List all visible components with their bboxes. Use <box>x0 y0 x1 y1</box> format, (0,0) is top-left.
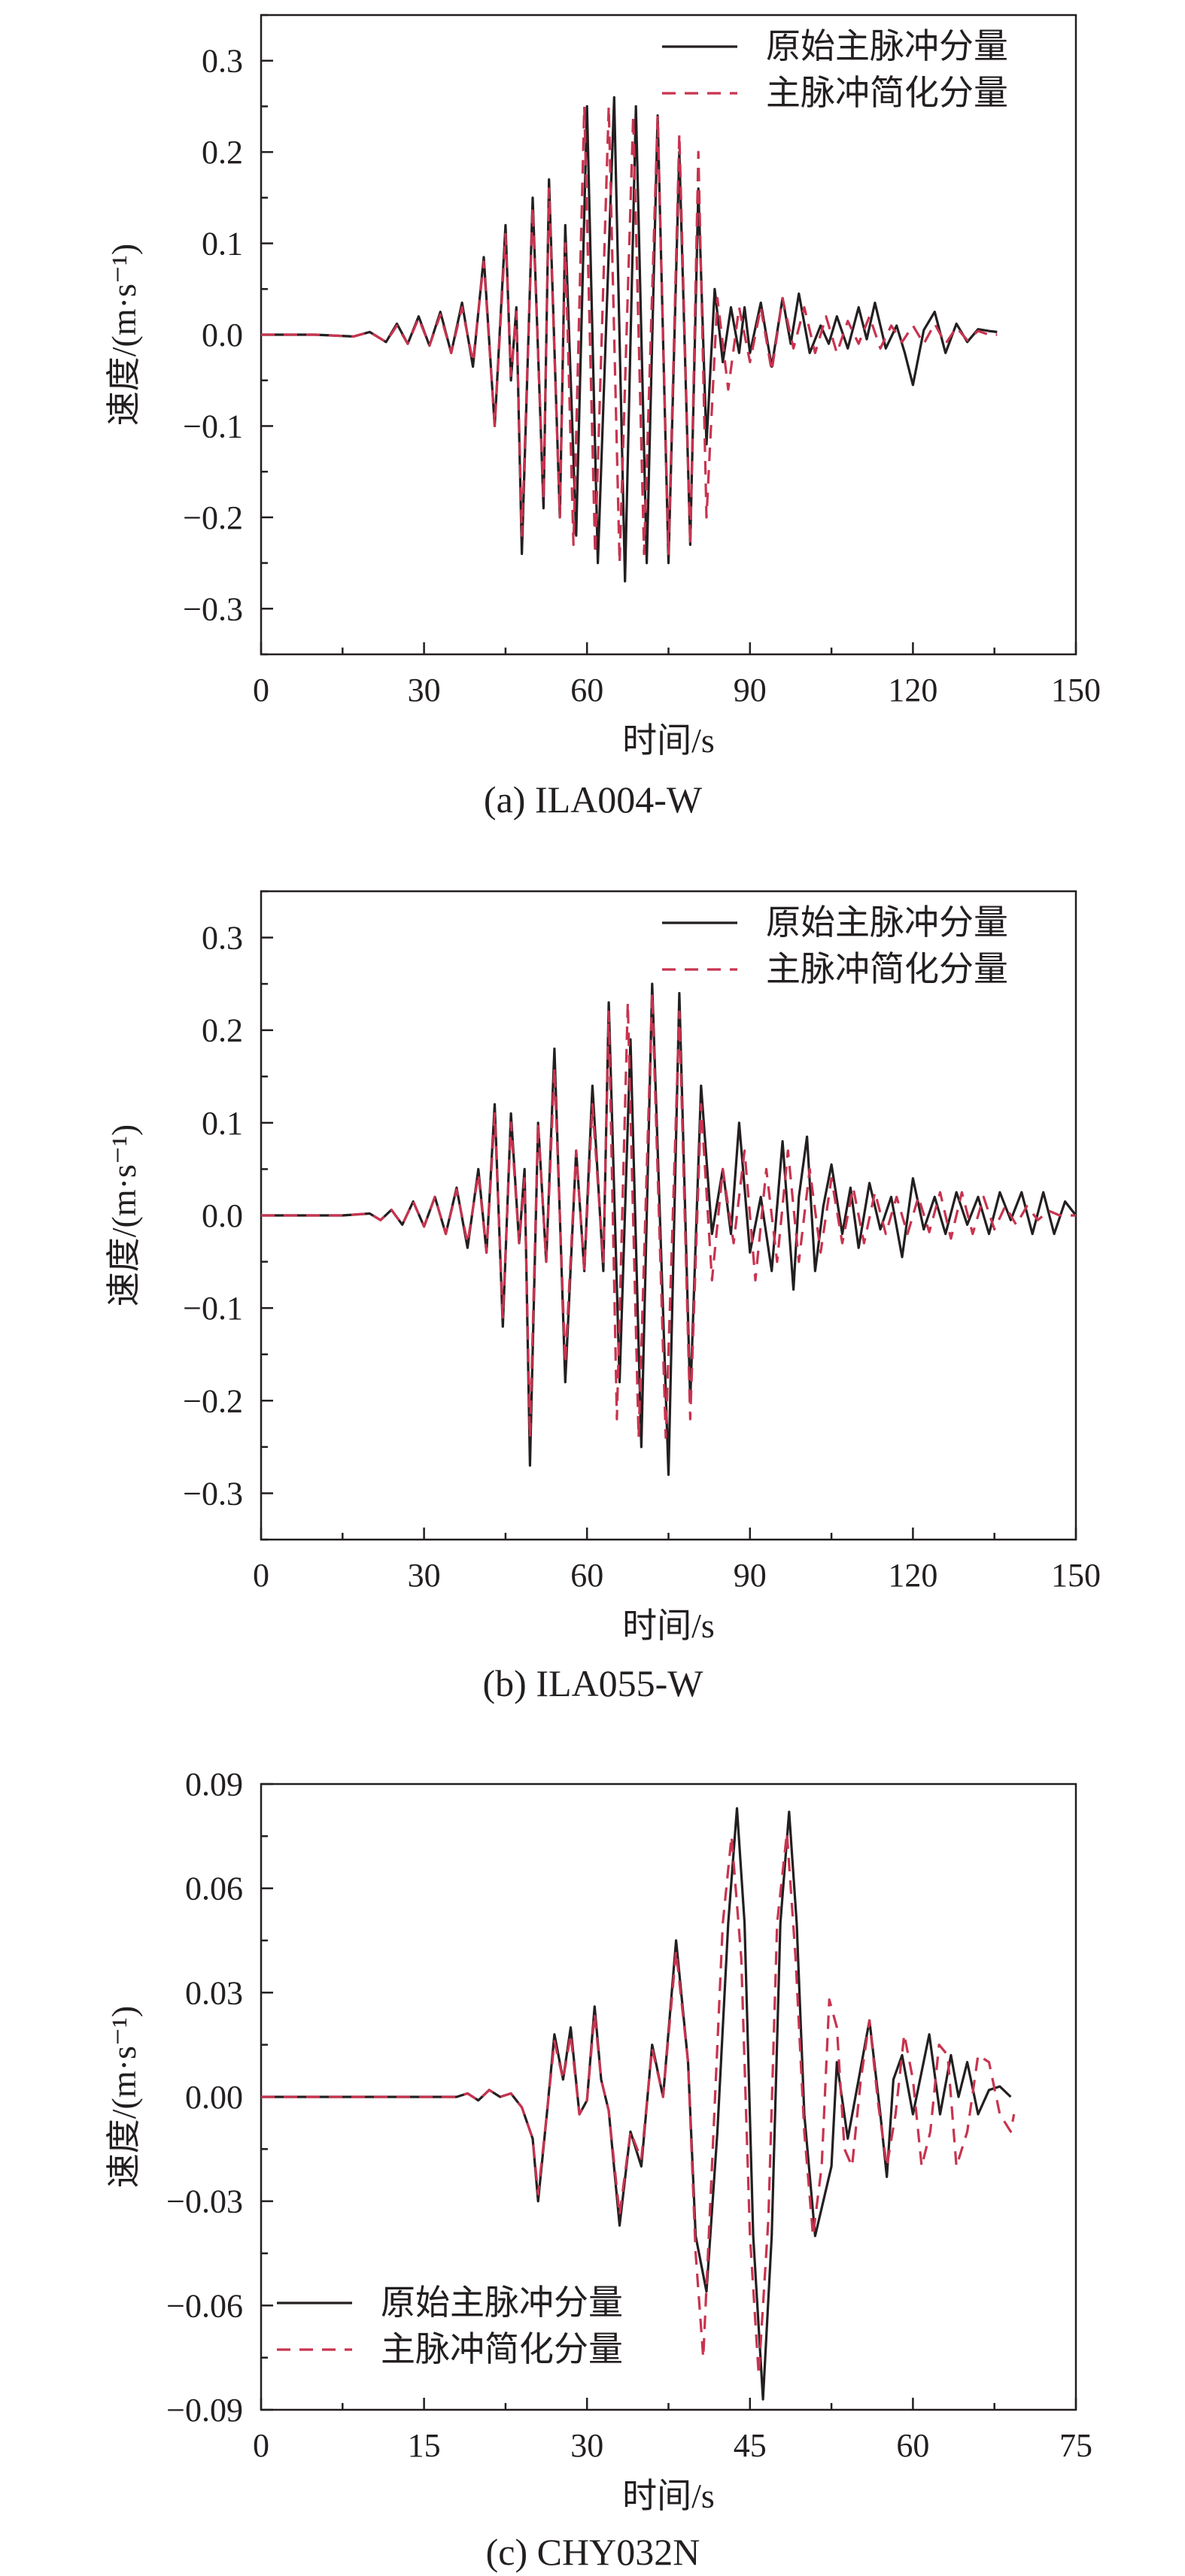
y-tick-label: 0.06 <box>185 1871 243 1907</box>
y-tick-label: 0.1 <box>202 226 243 262</box>
x-tick-label: 150 <box>1051 1557 1101 1594</box>
y-tick-label: −0.3 <box>183 590 243 627</box>
chart-a: 0 30 60 90 120 150 −0.3 −0.2 −0.1 0.0 0.1 0.2 0.3 时间/… <box>105 14 1101 821</box>
x-axis-label: 时间/s <box>622 2477 715 2515</box>
series-line-original <box>261 982 1076 1476</box>
x-tick-label: 150 <box>1051 672 1101 708</box>
x-tick-label: 60 <box>570 1557 603 1594</box>
series-group <box>261 96 998 583</box>
x-tick-label: 60 <box>896 2427 929 2464</box>
x-tick-label: 90 <box>734 1557 767 1594</box>
x-tick-label: 30 <box>408 1557 441 1594</box>
legend-label: 原始主脉冲分量 <box>381 2283 623 2322</box>
y-tick-label: −0.1 <box>183 408 243 445</box>
y-axis-label: 速度/(m·s⁻¹) <box>105 2006 143 2189</box>
x-axis-label: 时间/s <box>622 721 715 760</box>
series-group <box>261 982 1076 1476</box>
y-tick-label: 0.3 <box>202 43 243 80</box>
series-group <box>261 1807 1016 2401</box>
x-tick-label: 0 <box>253 1557 269 1594</box>
chart-b: 0 30 60 90 120 150 −0.3 −0.2 −0.1 0.0 0.1 0.2 0.3 时间/… <box>105 890 1101 1704</box>
y-tick-label: −0.2 <box>183 1382 243 1419</box>
series-line-simplified <box>261 1831 1016 2377</box>
series-line-original <box>261 96 998 583</box>
y-tick-label: −0.06 <box>166 2287 243 2324</box>
y-tick-label: 0.3 <box>202 920 243 957</box>
legend-label: 主脉冲简化分量 <box>766 74 1008 112</box>
chart-caption: (b) ILA055-W <box>483 1662 704 1704</box>
y-axis-label: 速度/(m·s⁻¹) <box>105 1124 143 1307</box>
y-tick-label: 0.0 <box>202 317 243 353</box>
series-line-original <box>261 1807 1012 2401</box>
chart-caption: (c) CHY032N <box>486 2531 700 2573</box>
y-tick-label: 0.09 <box>185 1766 243 1803</box>
x-tick-label: 30 <box>408 672 441 708</box>
y-tick-label: 0.2 <box>202 134 243 171</box>
x-tick-label: 30 <box>570 2427 603 2464</box>
y-tick-label: 0.2 <box>202 1012 243 1049</box>
legend-label: 主脉冲简化分量 <box>381 2330 623 2368</box>
series-line-simplified <box>261 991 1076 1440</box>
x-tick-label: 0 <box>253 2427 269 2464</box>
x-axis-label: 时间/s <box>622 1607 715 1645</box>
y-tick-label: −0.09 <box>166 2392 243 2429</box>
x-tick-label: 15 <box>408 2427 441 2464</box>
y-tick-label: 0.03 <box>185 1974 243 2011</box>
y-tick-label: −0.1 <box>183 1290 243 1327</box>
x-tick-label: 60 <box>570 672 603 708</box>
y-tick-label: 0.00 <box>185 2079 243 2116</box>
chart-caption: (a) ILA004-W <box>484 778 703 821</box>
y-tick-label: 0.0 <box>202 1197 243 1234</box>
x-tick-label: 90 <box>734 672 767 708</box>
x-tick-label: 120 <box>888 672 937 708</box>
y-tick-label: −0.2 <box>183 499 243 536</box>
x-tick-label: 0 <box>253 672 269 708</box>
chart-c: 0 15 30 45 60 75 −0.09 −0.06 −0.03 0.00 0.03 0.06 0.… <box>105 1766 1092 2573</box>
y-tick-label: −0.03 <box>166 2183 243 2220</box>
y-tick-label: 0.1 <box>202 1105 243 1142</box>
y-axis-label: 速度/(m·s⁻¹) <box>105 244 143 426</box>
series-line-simplified <box>261 105 998 565</box>
legend-label: 主脉冲简化分量 <box>766 950 1008 988</box>
x-tick-label: 75 <box>1059 2427 1092 2464</box>
legend-label: 原始主脉冲分量 <box>766 903 1008 942</box>
y-tick-label: −0.3 <box>183 1475 243 1512</box>
x-tick-label: 120 <box>888 1557 937 1594</box>
x-tick-label: 45 <box>734 2427 767 2464</box>
legend-label: 原始主脉冲分量 <box>766 27 1008 65</box>
